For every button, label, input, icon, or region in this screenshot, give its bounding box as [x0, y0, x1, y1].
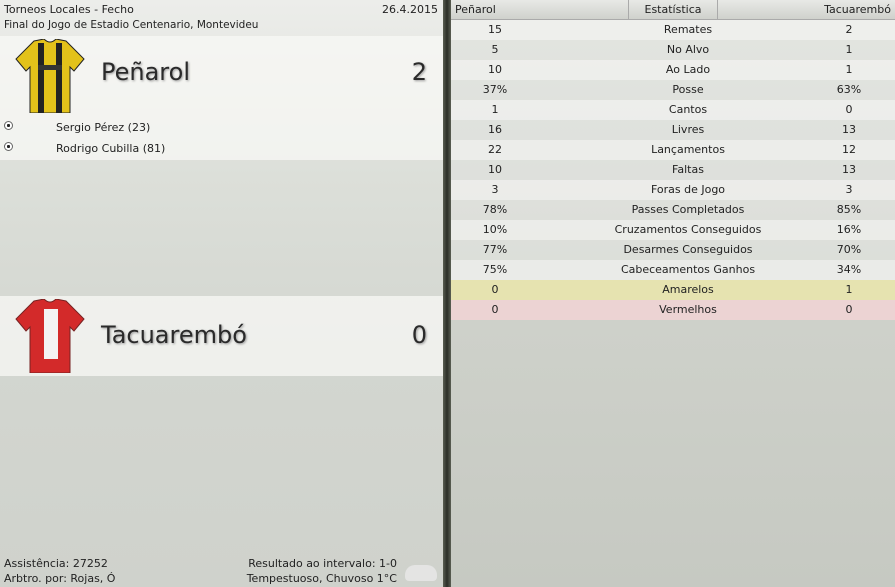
- attendance-label: Assistência: 27252: [4, 557, 108, 570]
- stat-label: Faltas: [672, 163, 704, 176]
- stat-label: Livres: [671, 123, 705, 136]
- stat-label: Cabeceamentos Ganhos: [620, 263, 756, 276]
- away-score: 0: [411, 321, 427, 349]
- stat-away-value: 12: [842, 143, 856, 156]
- stat-label: No Alvo: [666, 43, 710, 56]
- away-team-name[interactable]: Tacuarembó: [101, 321, 247, 349]
- stat-row: 0 Vermelhos 0: [451, 300, 895, 320]
- away-team-box: Tacuarembó 0: [0, 296, 443, 376]
- stat-label: Cruzamentos Conseguidos: [614, 223, 762, 236]
- stat-row: 75% Cabeceamentos Ganhos 34%: [451, 260, 895, 280]
- goal-ball-icon: [4, 121, 13, 130]
- stat-row: 10 Ao Lado 1: [451, 60, 895, 80]
- weather-label: Tempestuoso, Chuvoso 1°C: [246, 572, 397, 585]
- stat-label: Foras de Jogo: [650, 183, 726, 196]
- stat-home-value: 22: [488, 143, 502, 156]
- stat-row: 77% Desarmes Conseguidos 70%: [451, 240, 895, 260]
- stat-label: Ao Lado: [665, 63, 711, 76]
- stat-home-value: 3: [491, 183, 499, 196]
- stat-home-value: 5: [491, 43, 499, 56]
- column-header-away[interactable]: Tacuarembó: [824, 3, 891, 16]
- scorer-2[interactable]: Rodrigo Cubilla (81): [56, 142, 166, 155]
- scorer-1[interactable]: Sergio Pérez (23): [56, 121, 151, 134]
- stat-label: Cantos: [668, 103, 708, 116]
- stat-label: Passes Completados: [631, 203, 745, 216]
- stat-row: 16 Livres 13: [451, 120, 895, 140]
- stat-home-value: 16: [488, 123, 502, 136]
- stat-away-value: 1: [845, 43, 853, 56]
- stat-row: 3 Foras de Jogo 3: [451, 180, 895, 200]
- stat-away-value: 0: [845, 303, 853, 316]
- stat-away-value: 16%: [836, 223, 862, 236]
- stat-label: Desarmes Conseguidos: [623, 243, 753, 256]
- panel-divider: [443, 0, 451, 587]
- stat-home-value: 78%: [482, 203, 508, 216]
- stat-home-value: 15: [488, 23, 502, 36]
- stat-home-value: 0: [491, 283, 499, 296]
- halftime-label: Resultado ao intervalo: 1-0: [248, 557, 397, 570]
- stat-row: 15 Remates 2: [451, 20, 895, 40]
- stat-home-value: 77%: [482, 243, 508, 256]
- stat-row: 78% Passes Completados 85%: [451, 200, 895, 220]
- venue-label: Final do Jogo de Estadio Centenario, Mon…: [4, 19, 259, 31]
- stat-row: 22 Lançamentos 12: [451, 140, 895, 160]
- home-score: 2: [411, 58, 427, 86]
- stat-away-value: 70%: [836, 243, 862, 256]
- stat-away-value: 85%: [836, 203, 862, 216]
- stat-away-value: 0: [845, 103, 853, 116]
- stat-row: 37% Posse 63%: [451, 80, 895, 100]
- stats-panel: Peñarol Estatística Tacuarembó 15 Remates…: [451, 0, 895, 587]
- stat-away-value: 2: [845, 23, 853, 36]
- match-date: 26.4.2015: [382, 3, 438, 16]
- stat-label: Amarelos: [662, 283, 714, 296]
- rain-cloud-icon: [405, 565, 437, 581]
- stat-home-value: 75%: [482, 263, 508, 276]
- stat-home-value: 0: [491, 303, 499, 316]
- stat-label: Lançamentos: [651, 143, 725, 156]
- stat-away-value: 13: [842, 163, 856, 176]
- stat-label: Vermelhos: [659, 303, 717, 316]
- stat-row: 10 Faltas 13: [451, 160, 895, 180]
- stat-home-value: 10: [488, 63, 502, 76]
- stat-row: 1 Cantos 0: [451, 100, 895, 120]
- home-team-box: Peñarol 2: [0, 36, 443, 160]
- home-shirt-icon: [15, 39, 85, 113]
- stat-away-value: 13: [842, 123, 856, 136]
- home-team-name[interactable]: Peñarol: [101, 58, 190, 86]
- column-header-stat[interactable]: Estatística: [628, 0, 718, 20]
- match-summary-panel: Torneos Locales - Fecho 26.4.2015 Final …: [0, 0, 443, 587]
- competition-label: Torneos Locales - Fecho: [4, 3, 134, 16]
- stat-away-value: 1: [845, 63, 853, 76]
- stat-home-value: 1: [491, 103, 499, 116]
- stat-away-value: 3: [845, 183, 853, 196]
- stats-header: Peñarol Estatística Tacuarembó: [451, 0, 895, 20]
- stat-home-value: 37%: [482, 83, 508, 96]
- stat-row: 10% Cruzamentos Conseguidos 16%: [451, 220, 895, 240]
- column-header-home[interactable]: Peñarol: [455, 3, 496, 16]
- goal-ball-icon: [4, 142, 13, 151]
- stat-away-value: 1: [845, 283, 853, 296]
- stat-row: 0 Amarelos 1: [451, 280, 895, 300]
- stat-label: Posse: [672, 83, 704, 96]
- away-shirt-icon: [15, 299, 85, 373]
- stat-home-value: 10: [488, 163, 502, 176]
- stat-label: Remates: [663, 23, 713, 36]
- stat-row: 5 No Alvo 1: [451, 40, 895, 60]
- referee-label: Arbtro. por: Rojas, Ó: [4, 572, 116, 585]
- stat-home-value: 10%: [482, 223, 508, 236]
- stat-away-value: 34%: [836, 263, 862, 276]
- stat-away-value: 63%: [836, 83, 862, 96]
